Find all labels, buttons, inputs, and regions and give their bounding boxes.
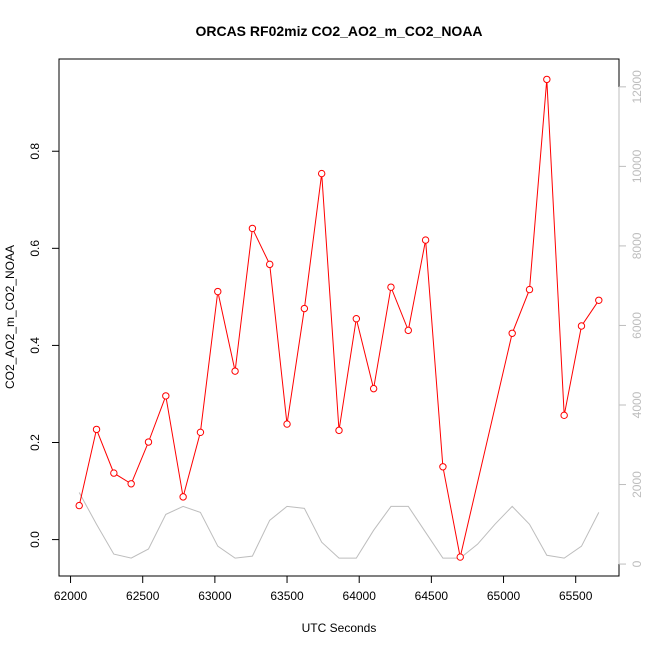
- data-point: [283, 420, 291, 428]
- plot-frame: [58, 58, 620, 577]
- secondary-series-line: [78, 492, 600, 559]
- data-point: [577, 322, 586, 330]
- data-point: [560, 411, 568, 420]
- data-point: [162, 392, 170, 400]
- data-point: [300, 304, 309, 313]
- data-point: [317, 169, 326, 178]
- data-point: [144, 438, 153, 446]
- data-point: [421, 236, 430, 244]
- data-point: [525, 285, 534, 294]
- x-tick-label: 62500: [126, 589, 160, 603]
- series-layer: [75, 75, 603, 561]
- y-tick-label: 0.0: [28, 531, 42, 548]
- data-point: [369, 384, 378, 393]
- x-tick-label: 63000: [198, 589, 232, 603]
- y2-tick-label: 2000: [630, 471, 644, 498]
- x-tick-label: 65000: [487, 589, 521, 603]
- y-tick-label: 0.6: [28, 240, 42, 257]
- x-axis-label: UTC Seconds: [302, 621, 377, 635]
- y-tick-label: 0.4: [28, 337, 42, 354]
- y2-tick-label: 8000: [630, 232, 644, 259]
- y2-tick-label: 0: [630, 560, 644, 567]
- data-point: [127, 480, 135, 488]
- data-point: [456, 553, 464, 561]
- data-point: [404, 326, 412, 335]
- series-line: [78, 79, 600, 558]
- data-point: [352, 315, 361, 323]
- chart-title: ORCAS RF02miz CO2_AO2_m_CO2_NOAA: [195, 23, 482, 39]
- data-point: [196, 428, 205, 437]
- data-point: [214, 287, 222, 296]
- data-point: [231, 367, 239, 375]
- data-point: [266, 260, 274, 269]
- axes: 62000 62500 63000 63500 64000 64500 65000 65500…: [28, 70, 644, 603]
- x-tick-label: 63500: [270, 589, 304, 603]
- x-tick-label: 64000: [343, 589, 377, 603]
- data-point: [92, 425, 101, 434]
- data-point: [439, 463, 447, 471]
- data-point: [179, 493, 187, 501]
- data-point: [387, 283, 395, 291]
- data-point: [595, 296, 603, 304]
- data-point: [543, 75, 551, 84]
- data-point: [335, 426, 343, 435]
- x-tick-label: 64500: [415, 589, 449, 603]
- y-axis-label: CO2_AO2_m_CO2_NOAA: [3, 245, 17, 389]
- y-tick-label: 0.2: [28, 434, 42, 451]
- data-point: [110, 469, 118, 477]
- y2-tick-label: 4000: [630, 391, 644, 418]
- data-point: [248, 224, 257, 233]
- data-point: [75, 501, 83, 510]
- y2-tick-label: 6000: [630, 312, 644, 339]
- data-point: [508, 329, 516, 337]
- x-tick-label: 62000: [54, 589, 88, 603]
- y2-tick-label: 12000: [630, 70, 644, 104]
- y-tick-label: 0.8: [28, 143, 42, 160]
- y2-tick-label: 10000: [630, 149, 644, 183]
- x-tick-label: 65500: [559, 589, 593, 603]
